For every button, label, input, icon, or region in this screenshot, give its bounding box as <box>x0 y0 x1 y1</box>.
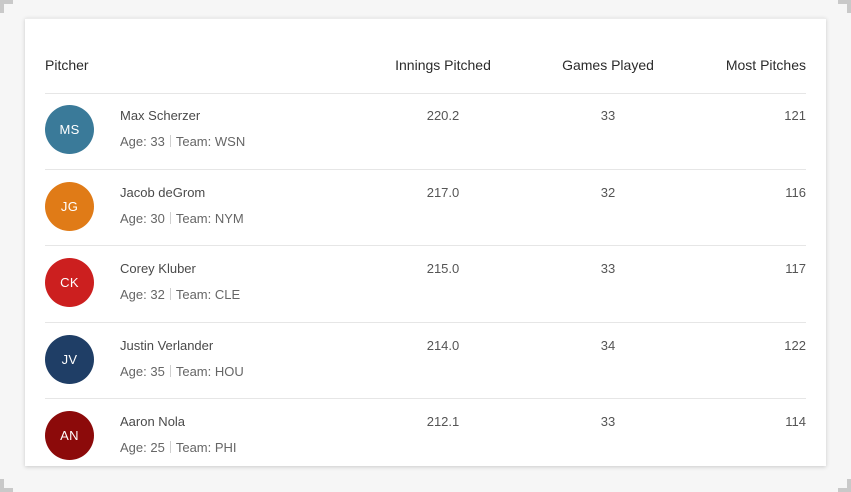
team-value: HOU <box>214 363 244 379</box>
games-played-value: 33 <box>600 414 616 429</box>
frame-corner-top-left <box>0 0 13 13</box>
innings-pitched-value: 220.2 <box>426 108 460 123</box>
team-label: Team: <box>175 210 212 226</box>
games-played-value: 32 <box>600 184 616 200</box>
team-value: NYM <box>214 210 244 226</box>
meta-divider <box>169 288 171 300</box>
age-label: Age: <box>120 287 147 302</box>
pitcher-meta: Age: 30 Team: NYM <box>120 211 244 226</box>
avatar: JG <box>45 181 94 231</box>
most-pitches-value: 117 <box>785 261 806 276</box>
header-innings-pitched[interactable]: Innings Pitched <box>395 57 491 73</box>
most-pitches-value: 122 <box>784 337 806 353</box>
games-played-value: 33 <box>600 108 616 123</box>
team-value: CLE <box>214 287 241 302</box>
pitcher-meta: Age: 33 Team: WSN <box>120 134 245 149</box>
meta-divider <box>169 135 171 147</box>
pitcher-name: Max Scherzer <box>120 108 201 123</box>
age-label: Age: <box>120 134 147 149</box>
age-value: 32 <box>150 287 165 302</box>
pitcher-name: Corey Kluber <box>120 261 196 276</box>
avatar: JV <box>45 334 94 384</box>
age-label: Age: <box>120 440 147 455</box>
pitcher-stats-card: Pitcher Innings Pitched Games Played Mos… <box>25 18 826 466</box>
frame-corner-top-right <box>838 0 851 13</box>
meta-divider <box>169 364 171 377</box>
team-label: Team: <box>175 134 212 149</box>
age-label: Age: <box>120 363 147 379</box>
team-label: Team: <box>175 363 212 379</box>
table-row: JG Jacob deGrom Age: 30 Team: NYM 217.0 3… <box>45 170 806 246</box>
age-value: 33 <box>150 134 165 149</box>
pitcher-meta: Age: 32 Team: CLE <box>120 287 240 302</box>
team-label: Team: <box>175 287 212 302</box>
age-value: 30 <box>150 210 165 226</box>
table-header: Pitcher Innings Pitched Games Played Mos… <box>45 19 806 94</box>
innings-pitched-value: 217.0 <box>426 184 460 200</box>
most-pitches-value: 114 <box>785 414 806 429</box>
age-label: Age: <box>120 210 147 226</box>
innings-pitched-value: 214.0 <box>426 337 460 353</box>
avatar: CK <box>45 258 94 307</box>
most-pitches-value: 116 <box>785 184 806 200</box>
header-most-pitches[interactable]: Most Pitches <box>725 57 806 73</box>
frame-corner-bottom-right <box>838 479 851 492</box>
table-row: CK Corey Kluber Age: 32 Team: CLE 215.0 3… <box>45 246 806 323</box>
pitcher-name: Justin Verlander <box>120 337 214 353</box>
innings-pitched-value: 215.0 <box>426 261 460 276</box>
most-pitches-value: 121 <box>784 108 806 123</box>
games-played-value: 34 <box>600 337 616 353</box>
table-body: MS Max Scherzer Age: 33 Team: WSN 220.2 3… <box>45 93 806 476</box>
header-pitcher[interactable]: Pitcher <box>45 57 89 73</box>
header-games-played[interactable]: Games Played <box>562 57 654 73</box>
team-label: Team: <box>175 440 212 455</box>
table-row: AN Aaron Nola Age: 25 Team: PHI 212.1 33 … <box>45 399 806 476</box>
pitcher-name: Aaron Nola <box>120 414 186 429</box>
pitcher-name: Jacob deGrom <box>120 184 206 200</box>
innings-pitched-value: 212.1 <box>426 414 460 429</box>
frame-corner-bottom-left <box>0 479 13 492</box>
avatar: MS <box>45 105 94 154</box>
table-row: JV Justin Verlander Age: 35 Team: HOU 214… <box>45 323 806 399</box>
age-value: 25 <box>150 440 165 455</box>
table-row: MS Max Scherzer Age: 33 Team: WSN 220.2 3… <box>45 93 806 170</box>
team-value: PHI <box>214 440 237 455</box>
meta-divider <box>169 211 171 224</box>
meta-divider <box>169 441 171 453</box>
pitcher-meta: Age: 25 Team: PHI <box>120 440 237 455</box>
age-value: 35 <box>150 363 165 379</box>
games-played-value: 33 <box>600 261 616 276</box>
team-value: WSN <box>214 134 246 149</box>
avatar: AN <box>45 411 94 460</box>
pitcher-meta: Age: 35 Team: HOU <box>120 364 244 379</box>
